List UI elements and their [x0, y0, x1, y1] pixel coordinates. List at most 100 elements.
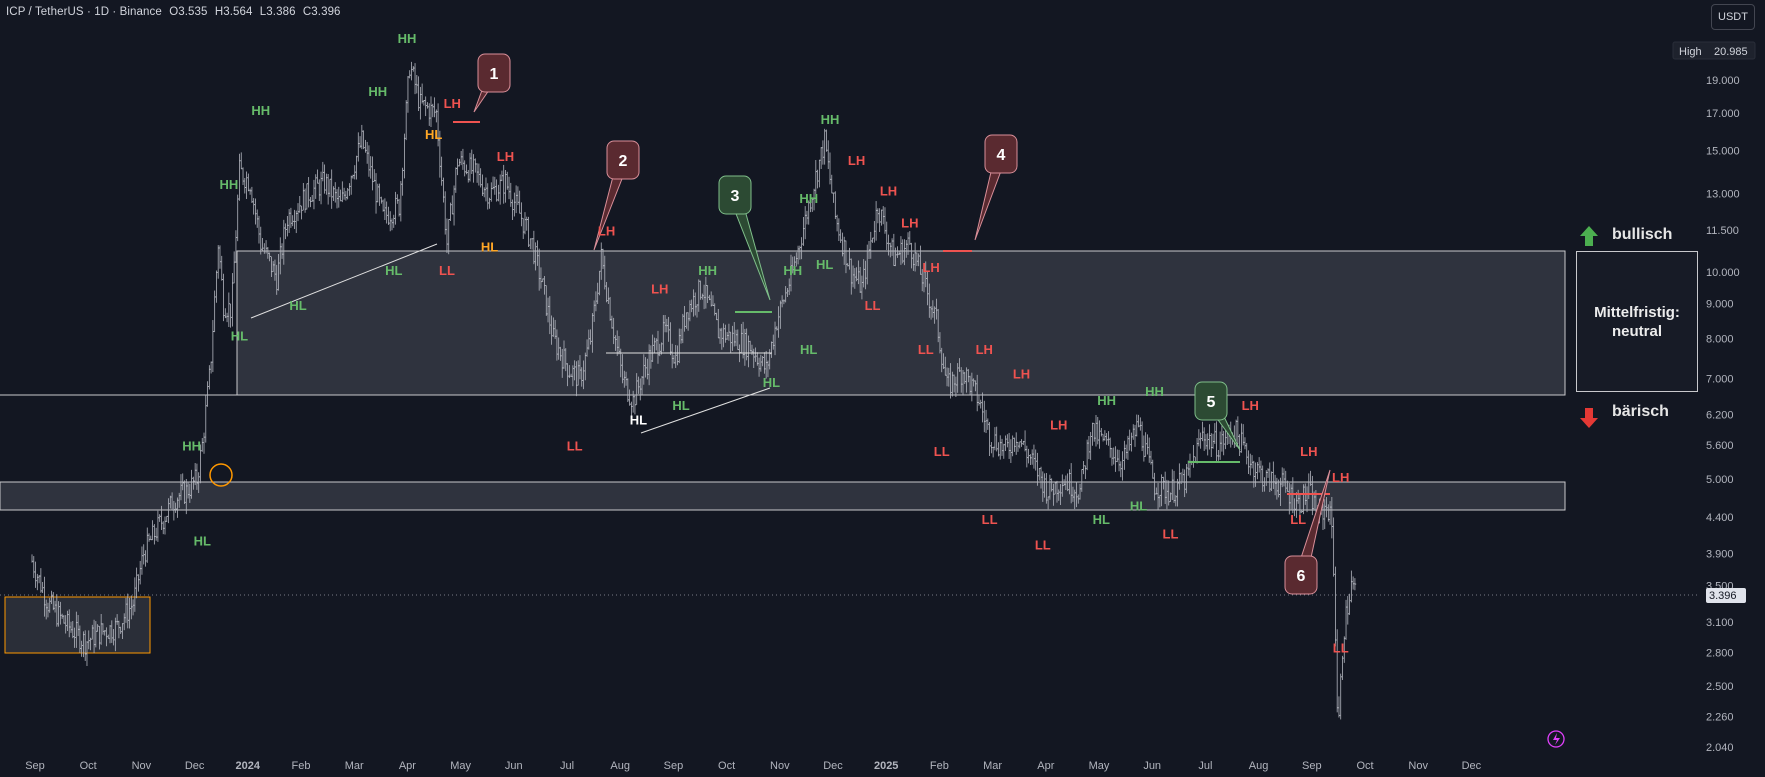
- x-tick-label: Nov: [1408, 760, 1428, 772]
- x-tick-label: Jun: [505, 760, 523, 772]
- swing-label: LL: [1290, 512, 1306, 527]
- x-axis: Sep Oct Nov Dec 2024 Feb Mar Apr May Jun Jul Aug Sep…: [25, 760, 1481, 772]
- y-tick-label: 15.000: [1706, 146, 1740, 158]
- high-badge: [1672, 41, 1756, 60]
- arrow-down-icon: [1580, 408, 1598, 428]
- high-badge-label: High: [1679, 46, 1702, 58]
- swing-label: HH: [821, 112, 840, 127]
- callout-number: 3: [731, 188, 740, 205]
- swing-label: LH: [922, 260, 939, 275]
- y-tick-label: 2.500: [1706, 681, 1734, 693]
- swing-label: LL: [1333, 640, 1349, 655]
- x-tick-label: Oct: [718, 760, 735, 772]
- y-tick-label: 6.200: [1706, 410, 1734, 422]
- swing-label: HH: [182, 439, 201, 454]
- callout-number: 1: [490, 66, 499, 83]
- y-tick-label: 3.900: [1706, 548, 1734, 560]
- neutral-label-line1: Mittelfristig:: [1594, 303, 1680, 321]
- swing-label: HL: [194, 534, 211, 549]
- swing-label: HL: [231, 328, 248, 343]
- lightning-icon[interactable]: [1547, 730, 1565, 748]
- y-tick-label: 2.260: [1706, 711, 1734, 723]
- y-tick-label: 3.100: [1706, 617, 1734, 629]
- swing-label: LH: [976, 342, 993, 357]
- neutral-label-line2: neutral: [1611, 322, 1662, 340]
- bearish-label: bärisch: [1612, 403, 1669, 420]
- high-badge-value: 20.985: [1714, 46, 1748, 58]
- swing-label: HH: [398, 31, 417, 46]
- swing-label: HL: [816, 257, 833, 272]
- y-axis: 19.000 17.000 15.000 13.000 11.500 10.000 9.00…: [1706, 75, 1740, 754]
- swing-label: LH: [651, 282, 668, 297]
- swing-label: LL: [934, 444, 950, 459]
- x-tick-label: Sep: [1302, 760, 1322, 772]
- y-tick-label: 10.000: [1706, 267, 1740, 279]
- symbol-title[interactable]: ICP / TetherUS · 1D · Binance: [6, 6, 162, 18]
- swing-label: LL: [1035, 537, 1051, 552]
- swing-label: HH: [1145, 384, 1164, 399]
- swing-label: LH: [1013, 366, 1030, 381]
- callout-6: 6: [1284, 469, 1331, 595]
- trend-lines: [250, 243, 772, 434]
- swing-label: LL: [918, 342, 934, 357]
- swing-label: HH: [698, 263, 717, 278]
- x-tick-label: Oct: [80, 760, 97, 772]
- price-badge-value: 3.396: [1709, 590, 1737, 602]
- callout-2: 2: [593, 140, 640, 251]
- x-tick-label: Mar: [983, 760, 1002, 772]
- lightning-glyph: [1553, 733, 1560, 745]
- swing-label: LH: [1242, 398, 1259, 413]
- y-tick-label: 11.500: [1706, 225, 1739, 237]
- y-tick-label: 7.000: [1706, 373, 1734, 385]
- y-tick-label: 17.000: [1706, 108, 1740, 120]
- x-tick-label: Dec: [823, 760, 843, 772]
- swing-label: LL: [567, 439, 583, 454]
- x-tick-label: Mar: [345, 760, 364, 772]
- swing-label: HH: [1097, 393, 1116, 408]
- resistance-zone-upper: [236, 250, 1566, 396]
- x-tick-label: Oct: [1356, 760, 1373, 772]
- swing-label: HL: [481, 240, 498, 255]
- x-tick-label: Aug: [1249, 760, 1269, 772]
- ohlc-close: C3.396: [302, 6, 341, 18]
- swing-label: LH: [1332, 470, 1349, 485]
- swing-label: HL: [1130, 499, 1147, 514]
- callout-4: 4: [974, 134, 1018, 241]
- x-tick-label: Feb: [930, 760, 949, 772]
- y-tick-label: 5.000: [1706, 474, 1734, 486]
- callout-number: 2: [619, 153, 628, 170]
- swing-label: HH: [783, 263, 802, 278]
- x-tick-label: Jul: [560, 760, 574, 772]
- callout-5: 5: [1194, 381, 1241, 451]
- swing-labels: HH HL LH LL HH HH HL HL HH HL LH HL LH LL HL LH HL HH HH HL…: [182, 31, 1349, 655]
- y-tick-label: 9.000: [1706, 298, 1734, 310]
- ohlc-high: H3.564: [214, 6, 253, 18]
- swing-label: HL: [672, 398, 689, 413]
- swing-label: LL: [982, 512, 998, 527]
- x-tick-label: 2025: [874, 760, 898, 772]
- swing-label: LH: [848, 153, 865, 168]
- swing-label: LH: [497, 149, 514, 164]
- x-tick-label: May: [1089, 760, 1110, 772]
- swing-label: LL: [1163, 526, 1179, 541]
- x-tick-label: Dec: [1462, 760, 1482, 772]
- ohlc-low: L3.386: [259, 6, 296, 18]
- swing-label: HL: [1093, 512, 1110, 527]
- swing-label: LH: [598, 223, 615, 238]
- y-tick-label: 2.040: [1706, 742, 1734, 754]
- y-tick-label: 4.400: [1706, 512, 1734, 524]
- swing-label: HL: [385, 263, 402, 278]
- swing-label: LH: [444, 96, 461, 111]
- neutral-box: Mittelfristig: neutral: [1576, 251, 1698, 392]
- currency-button[interactable]: USDT: [1711, 4, 1755, 30]
- callout-1: 1: [473, 53, 511, 113]
- swing-label: LH: [1300, 444, 1317, 459]
- swing-label: LH: [1050, 418, 1067, 433]
- swing-label: LL: [865, 298, 881, 313]
- price-series: [31, 61, 1357, 720]
- arrow-up-icon: [1580, 226, 1598, 246]
- swing-label: LL: [439, 263, 455, 278]
- accumulation-box: [4, 596, 151, 654]
- bullish-label: bullisch: [1612, 226, 1673, 243]
